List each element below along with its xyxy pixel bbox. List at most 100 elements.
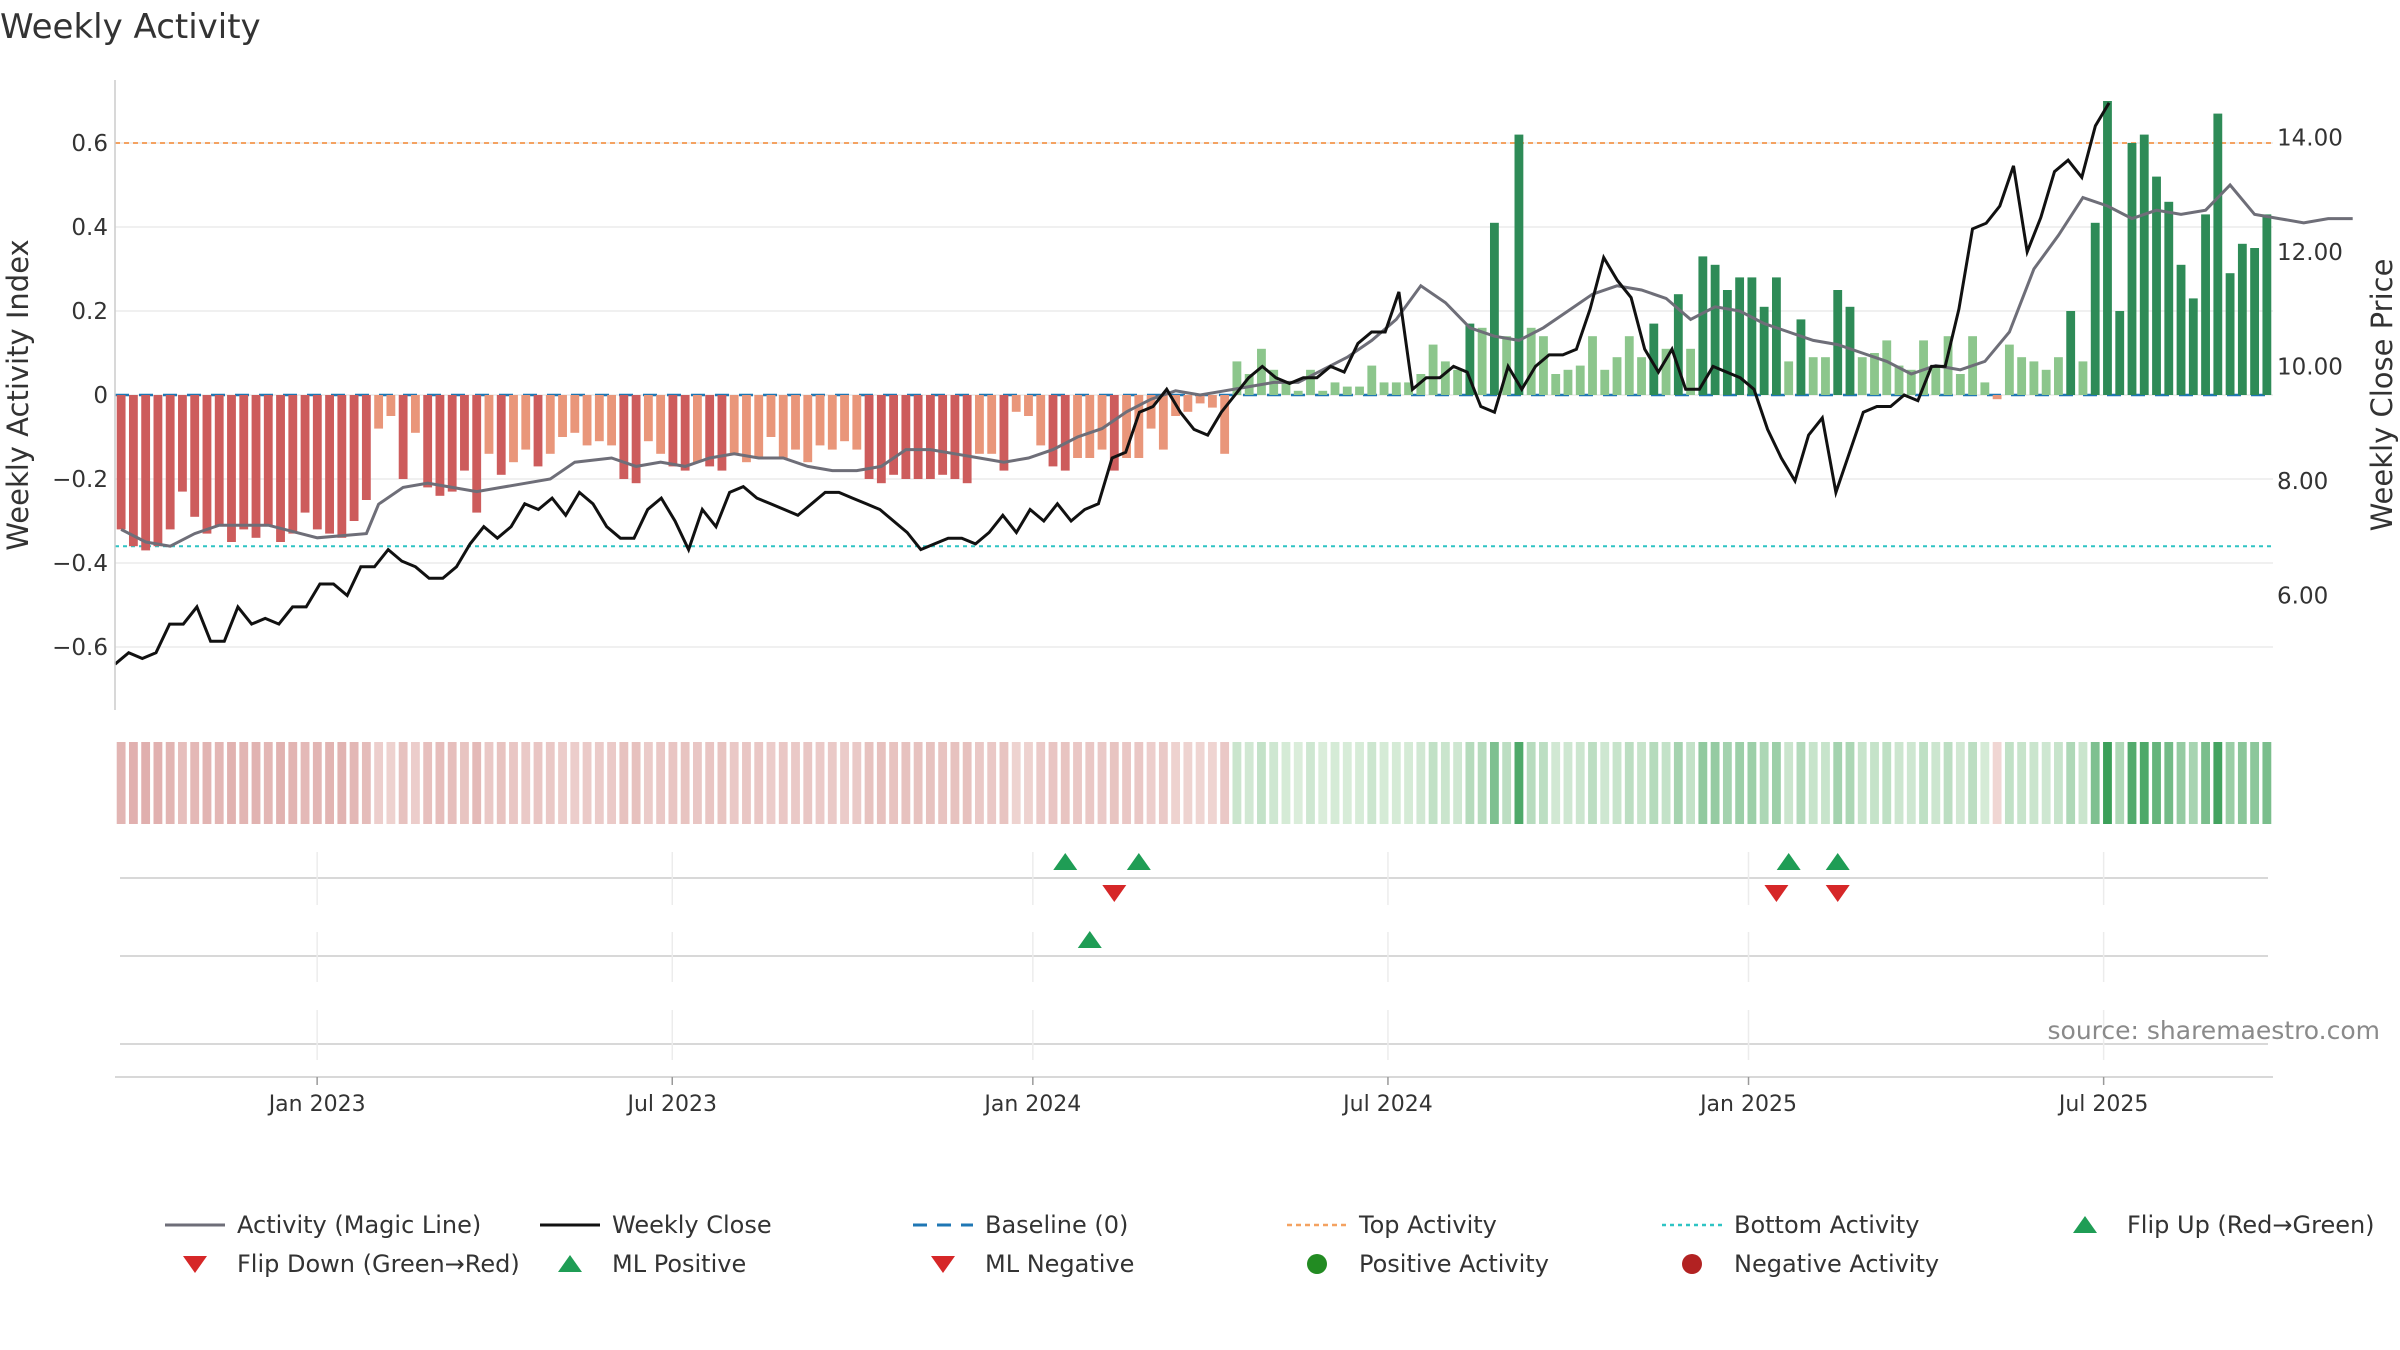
activity-bar bbox=[116, 395, 126, 530]
heat-cell bbox=[410, 742, 420, 824]
heat-cell bbox=[460, 742, 469, 824]
activity-bar bbox=[509, 395, 518, 463]
activity-bar bbox=[1465, 323, 1475, 395]
x-tick-label: Jan 2023 bbox=[267, 1092, 366, 1117]
heat-cell bbox=[840, 742, 849, 824]
activity-bar bbox=[1772, 277, 1781, 395]
activity-bar bbox=[1992, 395, 2002, 400]
heat-cell bbox=[349, 742, 359, 824]
heat-cell bbox=[717, 742, 727, 824]
heat-cell bbox=[521, 742, 531, 824]
heat-cell bbox=[1722, 742, 1732, 824]
heat-cell bbox=[398, 742, 408, 824]
heat-cell bbox=[913, 742, 923, 824]
legend-item-baseline: Baseline (0) bbox=[913, 1211, 1128, 1239]
heat-cell bbox=[1698, 742, 1708, 824]
activity-bar bbox=[1122, 395, 1131, 458]
heat-cell bbox=[1992, 742, 2002, 824]
heat-cell bbox=[1477, 742, 1487, 824]
activity-bar bbox=[619, 395, 629, 479]
heat-cell bbox=[1355, 742, 1364, 824]
heat-cell bbox=[1330, 742, 1340, 824]
activity-bar bbox=[484, 395, 494, 454]
heat-cell bbox=[1526, 742, 1536, 824]
heat-cell bbox=[607, 742, 616, 824]
legend-label: ML Negative bbox=[985, 1250, 1134, 1278]
activity-heat-strip bbox=[116, 742, 2272, 824]
activity-bar bbox=[1158, 395, 1168, 450]
heat-cell bbox=[1489, 742, 1499, 824]
heat-cell bbox=[1784, 742, 1794, 824]
y-right-tick-label: 10.00 bbox=[2277, 354, 2343, 380]
heat-cell bbox=[2213, 742, 2223, 824]
activity-bar bbox=[1698, 256, 1708, 395]
heat-cell bbox=[1036, 742, 1046, 824]
legend-swatch-triangle-up bbox=[2073, 1216, 2097, 1233]
activity-bar bbox=[460, 395, 469, 471]
heat-cell bbox=[766, 742, 776, 824]
heat-cell bbox=[876, 742, 886, 824]
activity-bar bbox=[202, 395, 212, 534]
heat-cell bbox=[1134, 742, 1144, 824]
activity-bar bbox=[128, 395, 138, 547]
activity-bar bbox=[1232, 361, 1242, 395]
heat-cell bbox=[1367, 742, 1377, 824]
heat-cell bbox=[1502, 742, 1512, 824]
heat-cell bbox=[2029, 742, 2039, 824]
legend-label: Negative Activity bbox=[1734, 1250, 1939, 1278]
heat-cell bbox=[1379, 742, 1389, 824]
heat-cell bbox=[227, 742, 236, 824]
legend-swatch-triangle-down bbox=[931, 1256, 955, 1273]
heat-cell bbox=[901, 742, 911, 824]
heat-cell bbox=[656, 742, 666, 824]
weekly-close-series bbox=[114, 102, 2111, 666]
activity-bar bbox=[435, 395, 445, 496]
heat-cell bbox=[1306, 742, 1315, 824]
y-left-tick-label: 0.4 bbox=[71, 215, 108, 241]
heat-cell bbox=[1060, 742, 1070, 824]
activity-bar bbox=[1453, 369, 1463, 395]
heat-cell bbox=[1955, 742, 1965, 824]
activity-bar bbox=[276, 395, 285, 542]
heat-cell bbox=[1588, 742, 1597, 824]
activity-bar bbox=[852, 395, 862, 450]
activity-bar bbox=[1722, 290, 1732, 395]
heat-cell bbox=[1428, 742, 1438, 824]
heat-cell bbox=[288, 742, 298, 824]
heat-cell bbox=[558, 742, 567, 824]
activity-bar bbox=[165, 395, 175, 530]
activity-bar bbox=[901, 395, 911, 479]
activity-bar bbox=[791, 395, 800, 450]
heat-cell bbox=[803, 742, 813, 824]
activity-bar bbox=[2115, 311, 2125, 395]
x-tick-label: Jul 2023 bbox=[625, 1092, 717, 1117]
activity-bar bbox=[1257, 348, 1266, 395]
activity-bars bbox=[116, 101, 2272, 551]
heat-cell bbox=[1833, 742, 1843, 824]
heat-cell bbox=[1465, 742, 1475, 824]
heat-cell bbox=[864, 742, 874, 824]
activity-bar bbox=[2188, 298, 2198, 395]
heat-cell bbox=[1821, 742, 1830, 824]
activity-bar bbox=[2029, 361, 2039, 395]
y-axis-right-label: Weekly Close Price bbox=[2365, 259, 2399, 532]
heat-cell bbox=[2103, 742, 2112, 824]
legend-label: Activity (Magic Line) bbox=[237, 1211, 481, 1239]
y-left-tick-label: 0 bbox=[93, 383, 108, 409]
legend-swatch-triangle-down bbox=[183, 1256, 207, 1273]
heat-cell bbox=[1232, 742, 1242, 824]
legend-item-top: Top Activity bbox=[1287, 1211, 1497, 1239]
activity-bar bbox=[1440, 361, 1450, 395]
heat-cell bbox=[337, 742, 347, 824]
flip-up-marker bbox=[1776, 853, 1801, 870]
heat-cell bbox=[116, 742, 126, 824]
activity-bar bbox=[950, 395, 960, 479]
activity-bar bbox=[349, 395, 359, 521]
activity-bar bbox=[472, 395, 482, 513]
heat-cell bbox=[2054, 742, 2063, 824]
flip-down-marker bbox=[1102, 885, 1127, 902]
heat-cell bbox=[374, 742, 384, 824]
heat-cell bbox=[1673, 742, 1683, 824]
x-tick-label: Jan 2024 bbox=[982, 1092, 1081, 1117]
